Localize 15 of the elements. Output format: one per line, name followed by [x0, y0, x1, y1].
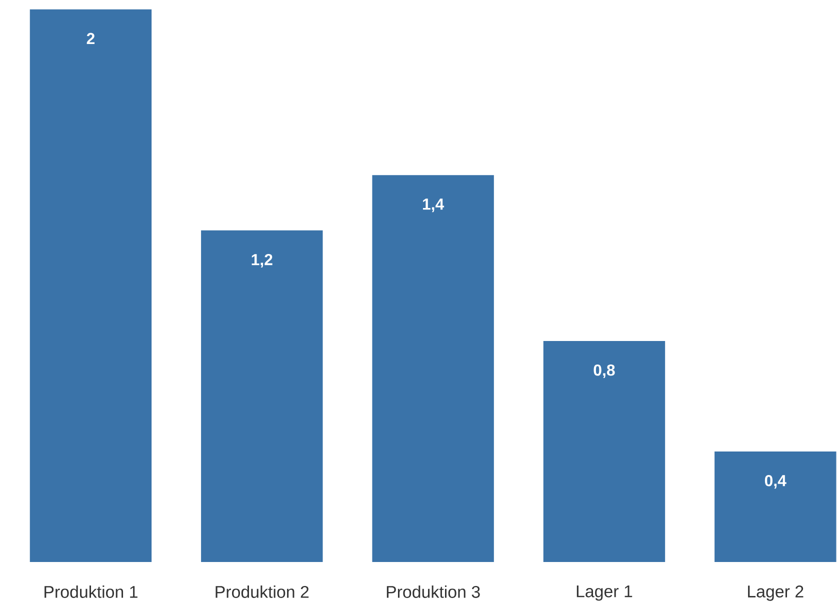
data-label: 0,4: [764, 474, 786, 489]
data-label: 1,2: [252, 254, 272, 268]
x-tick-label: Lager 1: [576, 586, 632, 601]
bar: [201, 230, 323, 562]
x-tick-label: Produktion 1: [44, 586, 138, 598]
bar: [714, 451, 836, 562]
data-label: 2: [86, 32, 95, 44]
data-label: 0,8: [594, 364, 615, 378]
x-tick-label: Lager 2: [748, 586, 804, 601]
bar: [372, 175, 494, 562]
x-tick-label: Produktion 3: [386, 586, 480, 598]
data-label: 1,4: [422, 198, 444, 212]
bar: [30, 9, 152, 562]
x-tick-label: Produktion 2: [216, 586, 309, 598]
bar: [543, 340, 666, 562]
